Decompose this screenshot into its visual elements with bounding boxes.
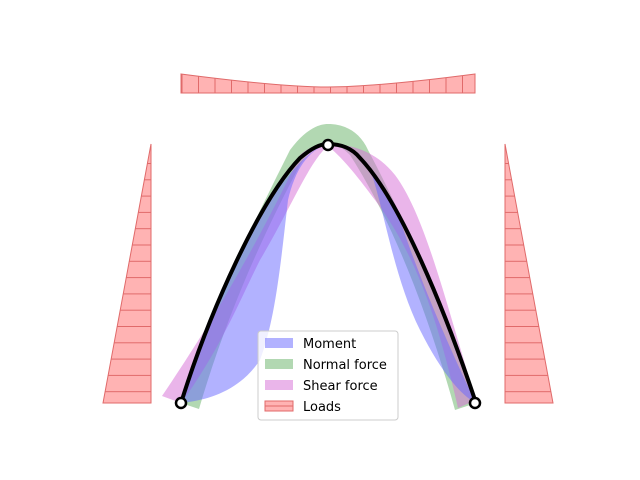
top-load bbox=[180, 73, 476, 94]
legend-swatch-shear bbox=[265, 380, 293, 390]
top-load-hatch bbox=[181, 74, 475, 93]
legend-label-shear: Shear force bbox=[303, 379, 378, 394]
right-load bbox=[504, 143, 554, 404]
left-support-node bbox=[174, 396, 188, 410]
right-load-hatch bbox=[505, 144, 553, 403]
legend-swatch-moment bbox=[265, 338, 293, 348]
crown-hinge-node bbox=[321, 138, 335, 152]
legend: Moment Normal force Shear force Loads bbox=[257, 330, 399, 421]
left-load bbox=[102, 143, 152, 404]
legend-label-moment: Moment bbox=[303, 337, 356, 352]
left-load-hatch bbox=[103, 144, 151, 403]
right-support-node bbox=[468, 396, 482, 410]
legend-label-loads: Loads bbox=[303, 400, 341, 415]
moment-band bbox=[181, 144, 476, 403]
legend-swatch-normal bbox=[265, 359, 293, 369]
legend-box bbox=[257, 330, 399, 421]
legend-label-normal: Normal force bbox=[303, 358, 387, 373]
